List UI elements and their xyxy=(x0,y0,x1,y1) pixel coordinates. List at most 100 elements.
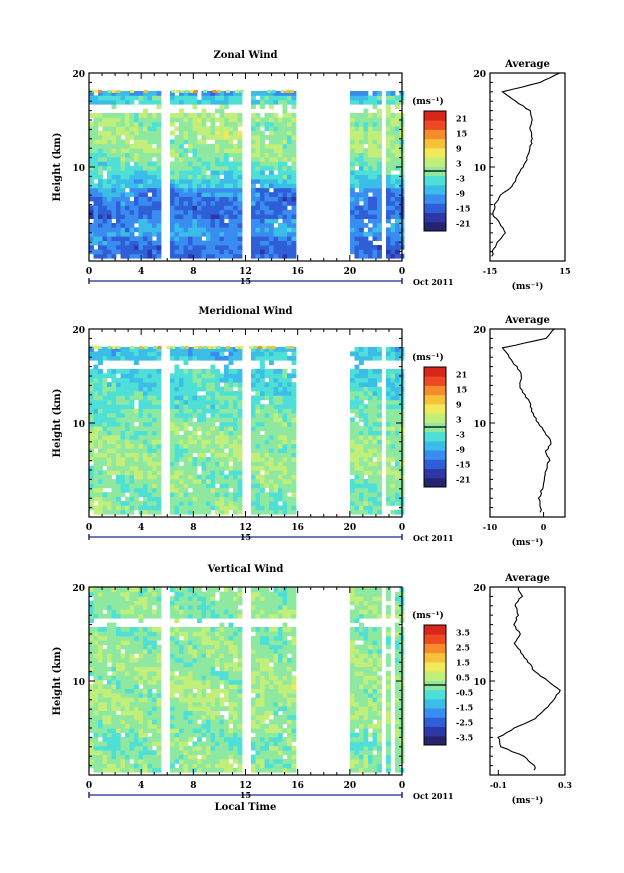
heatmap-cell xyxy=(273,183,279,189)
heatmap-cell xyxy=(134,662,139,667)
heatmap-cell xyxy=(174,152,180,158)
heatmap-cell xyxy=(228,399,234,405)
heatmap-cell xyxy=(183,662,189,667)
heatmap-cell xyxy=(228,161,234,167)
heatmap-cell xyxy=(102,501,108,506)
heatmap-cell xyxy=(377,143,382,149)
heatmap-cell xyxy=(170,474,175,480)
heatmap-cell xyxy=(143,130,148,136)
heatmap-cell xyxy=(116,439,121,445)
heatmap-cell xyxy=(147,631,153,637)
heatmap-cell xyxy=(170,728,175,733)
heatmap-cell xyxy=(120,249,126,255)
heatmap-cell xyxy=(359,214,364,219)
heatmap-cell xyxy=(219,218,225,224)
heatmap-cell xyxy=(287,183,292,189)
heatmap-cell xyxy=(188,754,193,760)
heatmap-cell xyxy=(138,214,144,219)
heatmap-cell xyxy=(210,457,216,462)
heatmap-cell xyxy=(197,196,202,202)
heatmap-cell xyxy=(233,377,238,383)
heatmap-cell xyxy=(107,196,112,202)
heatmap-cell xyxy=(354,240,360,246)
heatmap-cell xyxy=(282,369,288,374)
heatmap-cell xyxy=(116,600,121,606)
colorbar-swatch xyxy=(424,450,446,460)
heatmap-cell xyxy=(359,492,364,497)
heatmap-cell xyxy=(107,457,112,462)
heatmap-cell xyxy=(188,231,193,237)
colorbar-tick-label: -3 xyxy=(456,174,465,184)
heatmap-cell xyxy=(179,745,184,751)
heatmap-cell xyxy=(143,443,148,449)
heatmap-cell xyxy=(390,496,396,502)
heatmap-cell xyxy=(143,345,148,349)
heatmap-cell xyxy=(147,135,153,140)
heatmap-cell xyxy=(98,487,103,493)
heatmap-cell xyxy=(390,196,396,202)
heatmap-cell xyxy=(377,413,382,418)
heatmap-cell xyxy=(368,227,373,233)
heatmap-cell xyxy=(359,395,364,401)
heatmap-cell xyxy=(287,253,292,259)
heatmap-cell xyxy=(120,373,126,379)
heatmap-cell xyxy=(372,492,378,497)
heatmap-cell xyxy=(201,465,207,471)
heatmap-cell xyxy=(188,461,193,467)
heatmap-cell xyxy=(116,715,121,720)
heatmap-cell xyxy=(282,161,288,167)
heatmap-cell xyxy=(350,187,355,193)
heatmap-cell xyxy=(368,139,373,145)
heatmap-cell xyxy=(282,461,288,467)
heatmap-cell xyxy=(147,741,153,747)
heatmap-cell xyxy=(233,91,238,96)
heatmap-cell xyxy=(138,461,144,467)
heatmap-cell xyxy=(174,227,180,233)
heatmap-cell xyxy=(89,627,94,632)
heatmap-cell xyxy=(152,754,157,760)
heatmap-cell xyxy=(354,95,360,101)
heatmap-cell xyxy=(368,143,373,149)
heatmap-cell xyxy=(233,457,238,462)
heatmap-cell xyxy=(156,417,162,423)
heatmap-cell xyxy=(197,399,202,405)
heatmap-cell xyxy=(192,240,198,246)
heatmap-cell xyxy=(233,448,238,453)
heatmap-cell xyxy=(228,253,234,259)
heatmap-cell xyxy=(107,649,112,654)
heatmap-cell xyxy=(377,223,382,228)
heatmap-cell xyxy=(192,192,198,197)
heatmap-cell xyxy=(179,161,184,167)
heatmap-cell xyxy=(372,377,378,383)
heatmap-cell xyxy=(125,421,130,427)
heatmap-cell xyxy=(116,417,121,423)
heatmap-cell xyxy=(143,609,148,615)
heatmap-cell xyxy=(260,355,265,361)
heatmap-cell xyxy=(125,759,130,764)
heatmap-cell xyxy=(260,192,265,197)
heatmap-cell xyxy=(291,474,297,480)
heatmap-cell xyxy=(111,662,117,667)
heatmap-cell xyxy=(219,161,225,167)
heatmap-cell xyxy=(174,649,180,654)
heatmap-cell xyxy=(359,430,364,436)
heatmap-cell xyxy=(116,701,121,707)
heatmap-cell xyxy=(395,148,400,153)
heatmap-cell xyxy=(116,443,121,449)
heatmap-cell xyxy=(269,236,274,241)
heatmap-cell xyxy=(219,192,225,197)
heatmap-cell xyxy=(237,457,243,462)
heatmap-cell xyxy=(359,165,364,171)
heatmap-cell xyxy=(228,236,234,241)
heatmap-cell xyxy=(206,373,211,379)
heatmap-cell xyxy=(134,183,139,189)
heatmap-cell xyxy=(395,443,400,449)
heatmap-cell xyxy=(170,165,175,171)
heatmap-cell xyxy=(111,183,117,189)
heatmap-cell xyxy=(120,139,126,145)
heatmap-cell xyxy=(107,95,112,101)
heatmap-cell xyxy=(138,240,144,246)
heatmap-cell xyxy=(255,421,261,427)
heatmap-cell xyxy=(192,496,198,502)
heatmap-cell xyxy=(206,183,211,189)
